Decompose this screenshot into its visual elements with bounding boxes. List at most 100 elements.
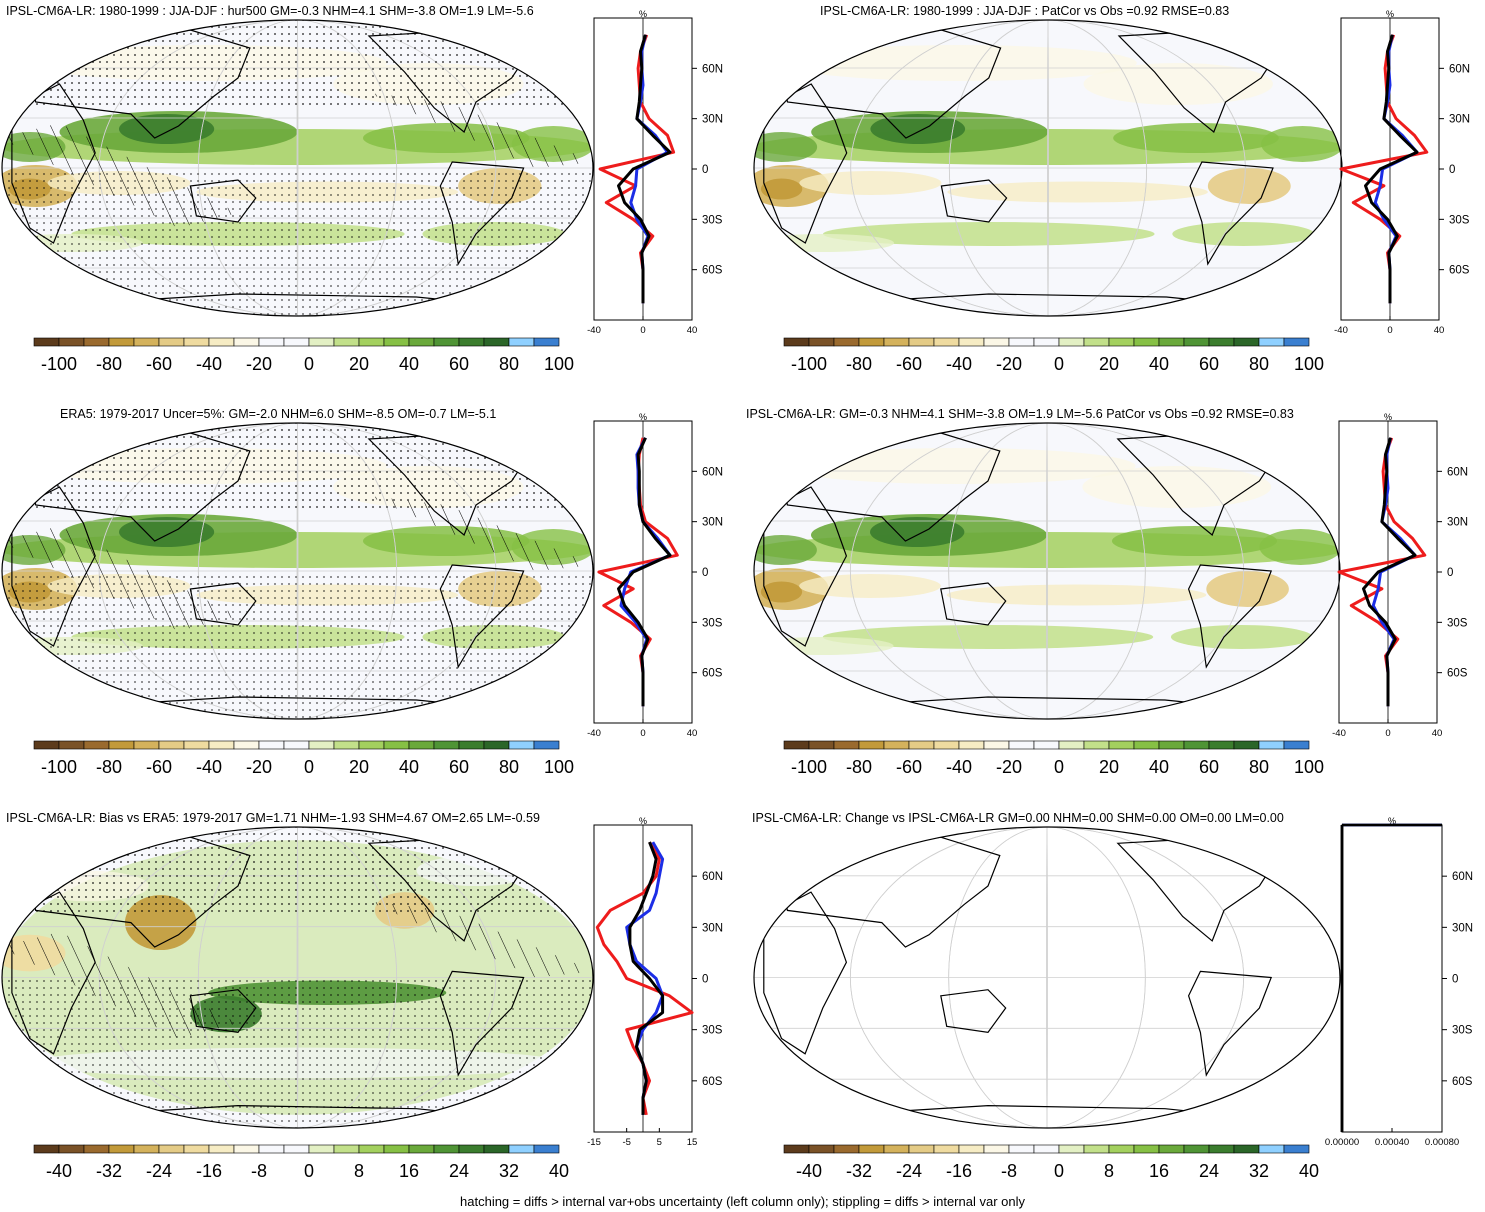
map-border xyxy=(753,826,1341,1129)
zonal-series-line xyxy=(628,841,665,1115)
colorbar-cell xyxy=(333,1144,360,1154)
colorbar-label: 40 xyxy=(1149,757,1169,777)
lat-label: 30N xyxy=(1452,922,1473,934)
colorbar-cell xyxy=(933,1144,960,1154)
colorbar-cell xyxy=(883,1144,910,1154)
colorbar-cell xyxy=(1033,740,1060,750)
zonal-mean-plot: % 60N 30N 0 30S 60S -40 0 40 xyxy=(1332,412,1468,739)
map-border xyxy=(1,422,594,720)
x-tick-label: 40 xyxy=(687,325,698,336)
colorbar-label: -32 xyxy=(846,1161,872,1181)
colorbar-cell xyxy=(1058,337,1085,347)
colorbar-cell xyxy=(1283,740,1310,750)
colorbar: -100 -80 -60 -40 -20 0 20 40 60 80 100 xyxy=(33,740,574,777)
colorbar-label: 40 xyxy=(1149,354,1169,374)
colorbar-cell xyxy=(183,1144,210,1154)
lat-label: 60N xyxy=(702,63,723,75)
stippling xyxy=(2,571,593,719)
zonal-series-line xyxy=(617,437,672,707)
colorbar: -100 -80 -60 -40 -20 0 20 40 60 80 100 xyxy=(783,337,1324,374)
panel-title: ERA5: 1979-2017 Uncer=5%: GM=-2.0 NHM=6.… xyxy=(60,407,497,421)
colorbar-cell xyxy=(383,740,410,750)
zonal-mean-plot: % 60N 30N 0 30S 60S 0.00000 0.00040 0.00080 xyxy=(1325,816,1473,1148)
colorbar-cell xyxy=(1158,337,1185,347)
lat-label: 60S xyxy=(702,668,723,680)
colorbar-label: 20 xyxy=(349,757,369,777)
colorbar-label: 100 xyxy=(544,354,574,374)
colorbar-label: 16 xyxy=(399,1161,419,1181)
colorbar-cell xyxy=(983,1144,1010,1154)
colorbar-cell xyxy=(1158,1144,1185,1154)
map-field-blob xyxy=(870,114,966,144)
x-tick-label: -40 xyxy=(587,325,601,336)
hatching xyxy=(2,123,238,228)
colorbar-cell xyxy=(1083,337,1110,347)
colorbar-cell xyxy=(258,740,285,750)
colorbar-label: 80 xyxy=(499,354,519,374)
colorbar-cell xyxy=(358,337,385,347)
colorbar-cell xyxy=(308,337,335,347)
map-field-blob xyxy=(119,517,215,547)
colorbar-cell xyxy=(408,1144,435,1154)
map-field-blob xyxy=(1206,571,1289,607)
map-field-blob xyxy=(823,222,1155,246)
colorbar-cell xyxy=(858,1144,885,1154)
colorbar-cell xyxy=(1158,740,1185,750)
lat-label: 60S xyxy=(1452,1076,1473,1088)
colorbar-cell xyxy=(1183,740,1210,750)
colorbar-cell xyxy=(1133,337,1160,347)
lat-label: 60S xyxy=(1449,265,1470,277)
colorbar-label: -60 xyxy=(896,757,922,777)
colorbar-cell xyxy=(808,1144,835,1154)
colorbar-label: 24 xyxy=(449,1161,469,1181)
colorbar: -40 -32 -24 -16 -8 0 8 16 24 32 40 xyxy=(783,1144,1319,1181)
colorbar-cell xyxy=(783,337,810,347)
colorbar-cell xyxy=(1258,740,1285,750)
lat-label: 60N xyxy=(702,871,723,883)
colorbar-label: 0 xyxy=(1054,354,1064,374)
hatching xyxy=(2,526,238,631)
colorbar-cell xyxy=(533,740,560,750)
colorbar-label: 60 xyxy=(449,757,469,777)
colorbar-cell xyxy=(133,337,160,347)
coastline xyxy=(1187,970,1273,1077)
colorbar-cell xyxy=(858,740,885,750)
map-field-blob xyxy=(799,574,941,598)
colorbar: -40 -32 -24 -16 -8 0 8 16 24 32 40 xyxy=(33,1144,569,1181)
map-border xyxy=(1,19,594,317)
lat-label: 30S xyxy=(702,617,723,629)
colorbar-cell xyxy=(1133,1144,1160,1154)
colorbar-label: -40 xyxy=(46,1161,72,1181)
lat-label: 30N xyxy=(702,922,723,934)
panel-title: IPSL-CM6A-LR: Bias vs ERA5: 1979-2017 GM… xyxy=(6,811,540,825)
colorbar-label: -100 xyxy=(791,757,827,777)
colorbar-cell xyxy=(258,1144,285,1154)
colorbar-cell xyxy=(458,337,485,347)
colorbar-cell xyxy=(908,740,935,750)
stippling xyxy=(2,168,593,316)
colorbar-cell xyxy=(1183,337,1210,347)
colorbar-cell xyxy=(483,740,510,750)
zonal-mean-plot: % 60N 30N 0 30S 60S -40 0 40 xyxy=(587,412,723,739)
colorbar-cell xyxy=(383,337,410,347)
graticule-line xyxy=(1046,827,1048,1128)
lat-label: 60S xyxy=(702,265,723,277)
colorbar-label: 24 xyxy=(1199,1161,1219,1181)
graticule-line xyxy=(948,827,1146,1128)
x-tick-label: -40 xyxy=(1332,728,1346,739)
graticule-line xyxy=(948,20,1148,316)
colorbar-cell xyxy=(1283,1144,1310,1154)
lat-label: 60N xyxy=(1447,466,1468,478)
colorbar-cell xyxy=(833,740,860,750)
colorbar-label: 40 xyxy=(549,1161,569,1181)
colorbar-cell xyxy=(433,740,460,750)
colorbar-label: -20 xyxy=(246,757,272,777)
colorbar-label: -80 xyxy=(96,757,122,777)
zonal-series-line xyxy=(1364,34,1419,304)
colorbar-cell xyxy=(1233,740,1260,750)
map-field-blob xyxy=(1172,222,1315,246)
colorbar-label: 80 xyxy=(499,757,519,777)
colorbar-label: 16 xyxy=(1149,1161,1169,1181)
colorbar-cell xyxy=(133,740,160,750)
colorbar-label: 0 xyxy=(304,354,314,374)
